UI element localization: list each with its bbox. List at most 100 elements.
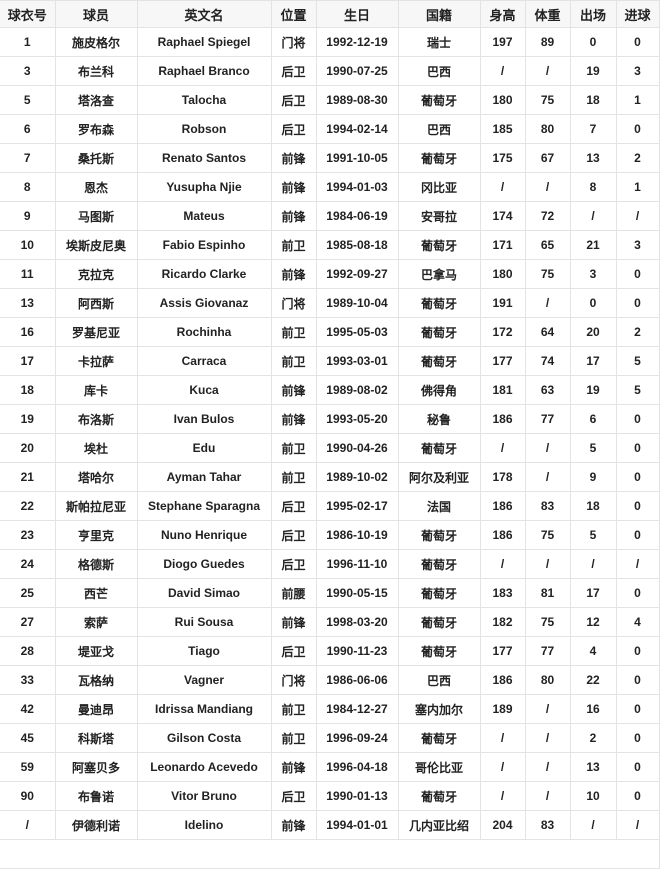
cell-nationality: 葡萄牙 xyxy=(397,143,481,173)
cell-goals: 5 xyxy=(615,375,660,405)
cell-birthday: 1993-05-20 xyxy=(315,404,399,434)
cell-position: 后卫 xyxy=(270,114,317,144)
cell-player-name: 埃杜 xyxy=(54,433,138,463)
cell-nationality: 几内亚比绍 xyxy=(397,810,481,840)
cell-jersey-number: 20 xyxy=(0,433,56,463)
cell-jersey-number: 8 xyxy=(0,172,56,202)
cell-jersey-number: 28 xyxy=(0,636,56,666)
cell-height: 197 xyxy=(479,27,526,57)
cell-goals: 1 xyxy=(615,85,660,115)
cell-weight: / xyxy=(524,781,571,811)
cell-english-name: Gilson Costa xyxy=(136,723,272,753)
cell-weight: 75 xyxy=(524,607,571,637)
cell-position: 前锋 xyxy=(270,404,317,434)
cell-player-name: 西芒 xyxy=(54,578,138,608)
cell-player-name: 塔洛查 xyxy=(54,85,138,115)
cell-goals: 0 xyxy=(615,752,660,782)
cell-weight: 75 xyxy=(524,85,571,115)
cell-nationality: 葡萄牙 xyxy=(397,288,481,318)
cell-position: 前腰 xyxy=(270,578,317,608)
table-row: 13 阿西斯 Assis Giovanaz 门将 1989-10-04 葡萄牙 191/0 0 xyxy=(0,288,660,318)
column-header-position: 位置 xyxy=(270,0,317,28)
cell-appearances: 0 xyxy=(569,27,617,57)
cell-appearances: 8 xyxy=(569,172,617,202)
cell-goals: 1 xyxy=(615,172,660,202)
cell-goals: 0 xyxy=(615,27,660,57)
table-row: 6 罗布森 Robson 后卫 1994-02-14 巴西 185 80 7 0 xyxy=(0,114,660,144)
cell-position: 后卫 xyxy=(270,781,317,811)
cell-goals: 0 xyxy=(615,491,660,521)
cell-jersey-number: 33 xyxy=(0,665,56,695)
cell-english-name: Mateus xyxy=(136,201,272,231)
cell-appearances: 13 xyxy=(569,752,617,782)
cell-birthday: 1994-01-01 xyxy=(315,810,399,840)
empty-cell xyxy=(0,839,660,869)
cell-weight: / xyxy=(524,549,571,579)
cell-height: / xyxy=(479,752,526,782)
cell-birthday: 1991-10-05 xyxy=(315,143,399,173)
cell-jersey-number: 25 xyxy=(0,578,56,608)
cell-position: 前卫 xyxy=(270,433,317,463)
cell-position: 前锋 xyxy=(270,752,317,782)
cell-height: 191 xyxy=(479,288,526,318)
cell-appearances: 4 xyxy=(569,636,617,666)
cell-birthday: 1998-03-20 xyxy=(315,607,399,637)
cell-birthday: 1990-01-13 xyxy=(315,781,399,811)
cell-player-name: 堤亚戈 xyxy=(54,636,138,666)
cell-appearances: 5 xyxy=(569,433,617,463)
cell-goals: 0 xyxy=(615,520,660,550)
cell-height: / xyxy=(479,723,526,753)
cell-height: / xyxy=(479,433,526,463)
cell-jersey-number: 19 xyxy=(0,404,56,434)
cell-appearances: 10 xyxy=(569,781,617,811)
cell-player-name: 曼迪昂 xyxy=(54,694,138,724)
cell-appearances: 20 xyxy=(569,317,617,347)
cell-weight: 83 xyxy=(524,491,571,521)
table-row: 8 恩杰 Yusupha Njie 前锋 1994-01-03 冈比亚 //8 1 xyxy=(0,172,660,202)
cell-jersey-number: 16 xyxy=(0,317,56,347)
table-row: 24 格德斯 Diogo Guedes 后卫 1996-11-10 葡萄牙 / / / / xyxy=(0,549,660,579)
cell-position: 门将 xyxy=(270,288,317,318)
column-header-player-name: 球员 xyxy=(54,0,138,28)
cell-position: 后卫 xyxy=(270,549,317,579)
cell-weight: 72 xyxy=(524,201,571,231)
cell-weight: 64 xyxy=(524,317,571,347)
cell-birthday: 1992-12-19 xyxy=(315,27,399,57)
cell-birthday: 1989-08-02 xyxy=(315,375,399,405)
cell-position: 前卫 xyxy=(270,346,317,376)
cell-weight: 65 xyxy=(524,230,571,260)
column-header-jersey-number: 球衣号 xyxy=(0,0,56,28)
table-row: 11 克拉克 Ricardo Clarke 前锋 1992-09-27 巴拿马 180 75 3… xyxy=(0,259,660,289)
cell-jersey-number: 27 xyxy=(0,607,56,637)
cell-nationality: 塞内加尔 xyxy=(397,694,481,724)
cell-weight: 89 xyxy=(524,27,571,57)
cell-position: 前锋 xyxy=(270,607,317,637)
cell-height: 180 xyxy=(479,259,526,289)
cell-height: 185 xyxy=(479,114,526,144)
cell-appearances: 3 xyxy=(569,259,617,289)
cell-english-name: Raphael Spiegel xyxy=(136,27,272,57)
cell-position: 前卫 xyxy=(270,230,317,260)
cell-birthday: 1992-09-27 xyxy=(315,259,399,289)
cell-nationality: 葡萄牙 xyxy=(397,578,481,608)
cell-nationality: 巴西 xyxy=(397,56,481,86)
cell-nationality: 冈比亚 xyxy=(397,172,481,202)
cell-weight: / xyxy=(524,752,571,782)
cell-weight: / xyxy=(524,288,571,318)
cell-nationality: 秘鲁 xyxy=(397,404,481,434)
table-row: 1 施皮格尔 Raphael Spiegel 门将 1992-12-19 瑞士 197 89 0… xyxy=(0,27,660,57)
cell-nationality: 巴西 xyxy=(397,114,481,144)
empty-row xyxy=(0,839,660,869)
cell-english-name: Yusupha Njie xyxy=(136,172,272,202)
cell-english-name: Nuno Henrique xyxy=(136,520,272,550)
cell-birthday: 1994-02-14 xyxy=(315,114,399,144)
cell-position: 门将 xyxy=(270,665,317,695)
cell-english-name: Ricardo Clarke xyxy=(136,259,272,289)
cell-position: 前锋 xyxy=(270,375,317,405)
column-header-nationality: 国籍 xyxy=(397,0,481,28)
cell-height: / xyxy=(479,56,526,86)
cell-nationality: 佛得角 xyxy=(397,375,481,405)
cell-appearances: 5 xyxy=(569,520,617,550)
cell-nationality: 巴拿马 xyxy=(397,259,481,289)
